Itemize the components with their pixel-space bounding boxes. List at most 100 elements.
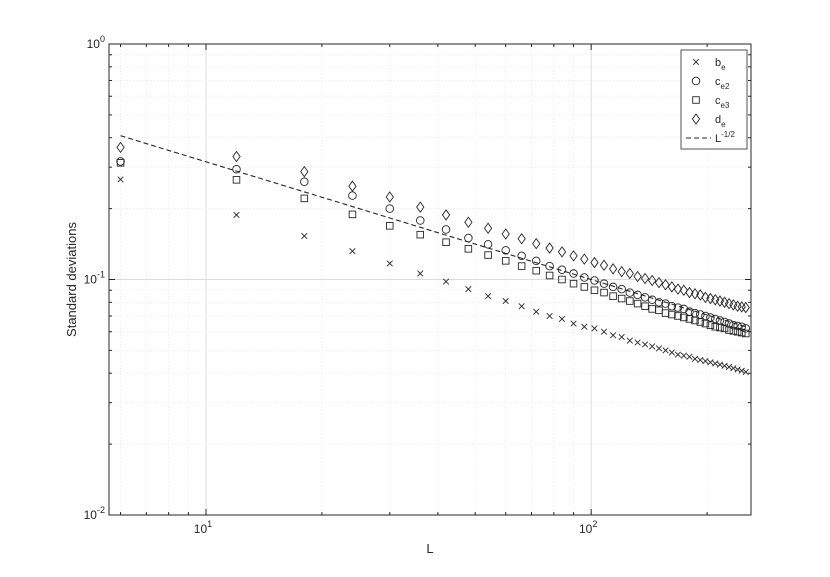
series-diamond [116,141,750,314]
data-point [716,361,724,368]
data-point [483,222,493,235]
x-tick-label: 102 [579,519,597,536]
marker-stroke [626,337,633,344]
data-point [517,262,526,270]
data-point [641,302,649,310]
data-point [685,286,694,299]
data-point [691,316,699,325]
series-cross [117,176,749,376]
data-point [385,191,394,203]
marker-stroke [692,58,700,66]
marker-stroke [662,347,669,354]
marker-stroke [609,332,617,339]
data-point [301,232,308,240]
marker-stroke [386,260,393,267]
marker-stroke [546,312,553,320]
data-point [741,324,751,333]
y-tick-label: 10-1 [84,270,105,287]
data-point [300,194,309,203]
data-point [532,237,541,250]
data-point [484,293,492,300]
data-point [690,287,700,300]
data-point [701,319,710,328]
data-point [680,313,688,322]
data-point [416,216,425,225]
legend-label: be [715,57,726,72]
data-point [706,321,715,329]
data-point [599,259,609,271]
data-point [484,251,492,259]
marker-stroke [721,362,728,369]
data-point [501,228,510,240]
data-point [674,312,682,320]
data-point [649,343,656,350]
data-point [590,256,599,269]
marker-stroke [591,325,598,332]
data-point [706,292,715,305]
data-point [116,157,125,166]
data-point [679,284,688,297]
legend-label: ce3 [715,95,730,110]
axis-ticks: 101 102 10-2 10-1 100 [84,34,751,536]
data-point [673,303,683,312]
data-point [608,263,618,275]
data-point [633,270,642,283]
data-point [464,233,473,243]
data-point [232,150,241,163]
data-point [569,269,578,278]
data-point [673,283,683,295]
data-point [707,359,714,366]
data-point [662,347,669,354]
marker-stroke [618,333,625,341]
data-point [386,260,393,267]
data-point [348,180,357,192]
data-point [608,282,618,292]
data-point [696,289,705,301]
legend-label: de [715,114,726,129]
x-axis-label: L [426,541,433,556]
marker-stroke [697,356,704,364]
data-point [590,276,599,285]
data-point [641,341,649,348]
data-point [655,345,663,352]
marker-stroke [417,270,424,277]
data-point [300,165,309,178]
data-point [734,366,741,373]
series-square [116,159,750,338]
y-axis-label: Standard deviations [64,222,79,337]
data-point [116,141,125,154]
data-point [691,355,699,363]
data-point [654,276,664,289]
legend-marker [692,58,700,66]
data-point [742,329,750,338]
data-point [640,272,650,285]
data-point [580,253,589,265]
data-point [300,177,309,187]
data-point [501,257,510,265]
marker-stroke [581,323,588,330]
data-point [738,367,745,374]
legend: be ce2 ce3 deL-1/2 [680,49,748,150]
data-point [442,238,450,246]
data-point [721,362,728,369]
legend-box [680,49,748,150]
data-point [546,312,553,320]
data-points [116,141,751,376]
data-point [545,271,554,280]
data-point [442,278,450,285]
marker-stroke [668,349,675,356]
marker-stroke [738,367,745,374]
data-point [733,321,742,331]
marker-stroke [518,303,525,310]
data-point [706,313,715,322]
data-point [385,204,395,213]
data-point [661,278,670,291]
data-point [742,368,749,376]
marker-stroke [558,315,566,323]
marker-stroke [674,351,682,358]
data-point [711,314,720,324]
data-point [625,267,634,280]
marker-stroke [301,232,308,240]
data-point [531,256,541,266]
data-point [720,296,729,309]
